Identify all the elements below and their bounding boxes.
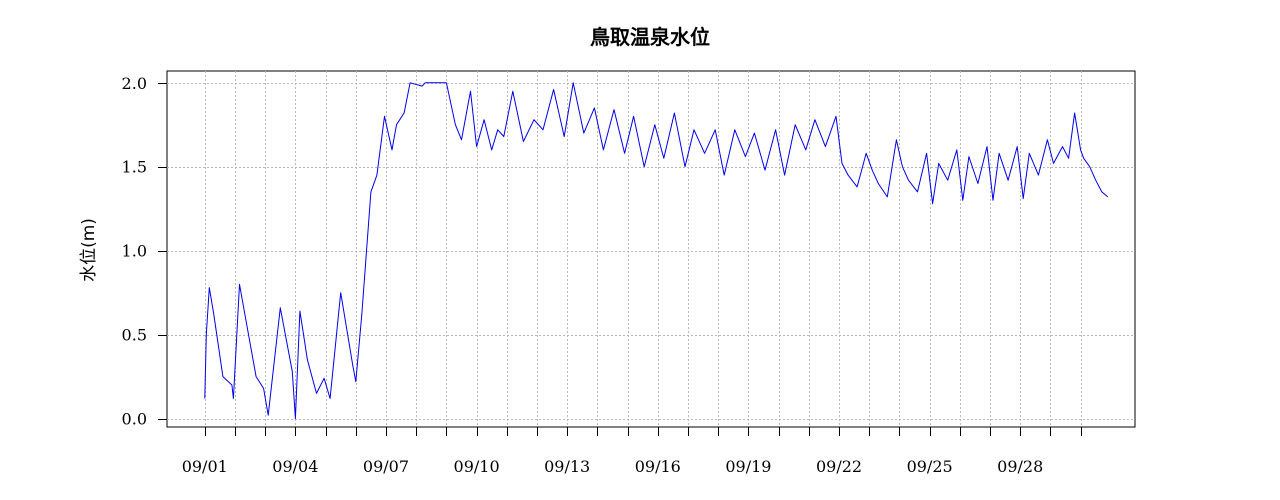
grid-lines bbox=[167, 71, 1135, 427]
x-tick-label: 09/13 bbox=[544, 457, 590, 476]
y-tick-label: 1.0 bbox=[122, 242, 147, 261]
y-tick-label: 2.0 bbox=[122, 74, 147, 93]
x-tick-label: 09/22 bbox=[816, 457, 862, 476]
x-tick-label: 09/07 bbox=[363, 457, 409, 476]
x-tick-label: 09/16 bbox=[635, 457, 681, 476]
y-tick-label: 0.5 bbox=[122, 326, 147, 345]
y-tick-label: 1.5 bbox=[122, 158, 147, 177]
x-tick-label: 09/04 bbox=[272, 457, 318, 476]
series-layer bbox=[204, 82, 1109, 420]
axes: 09/01 09/04 09/07 09/10 09/13 09/16 09/19 09/22… bbox=[122, 74, 1082, 476]
plot-area bbox=[166, 70, 1136, 428]
x-tick-label: 09/28 bbox=[997, 457, 1043, 476]
x-tick-label: 09/01 bbox=[182, 457, 228, 476]
water-level-series-line bbox=[204, 82, 1109, 420]
x-tick-label: 09/19 bbox=[725, 457, 771, 476]
x-tick-label: 09/25 bbox=[907, 457, 953, 476]
chart-title: 鳥取温泉水位 bbox=[590, 25, 710, 49]
y-axis-label: 水位(m) bbox=[79, 218, 99, 282]
y-tick-label: 0.0 bbox=[122, 410, 147, 429]
x-tick-label: 09/10 bbox=[454, 457, 500, 476]
